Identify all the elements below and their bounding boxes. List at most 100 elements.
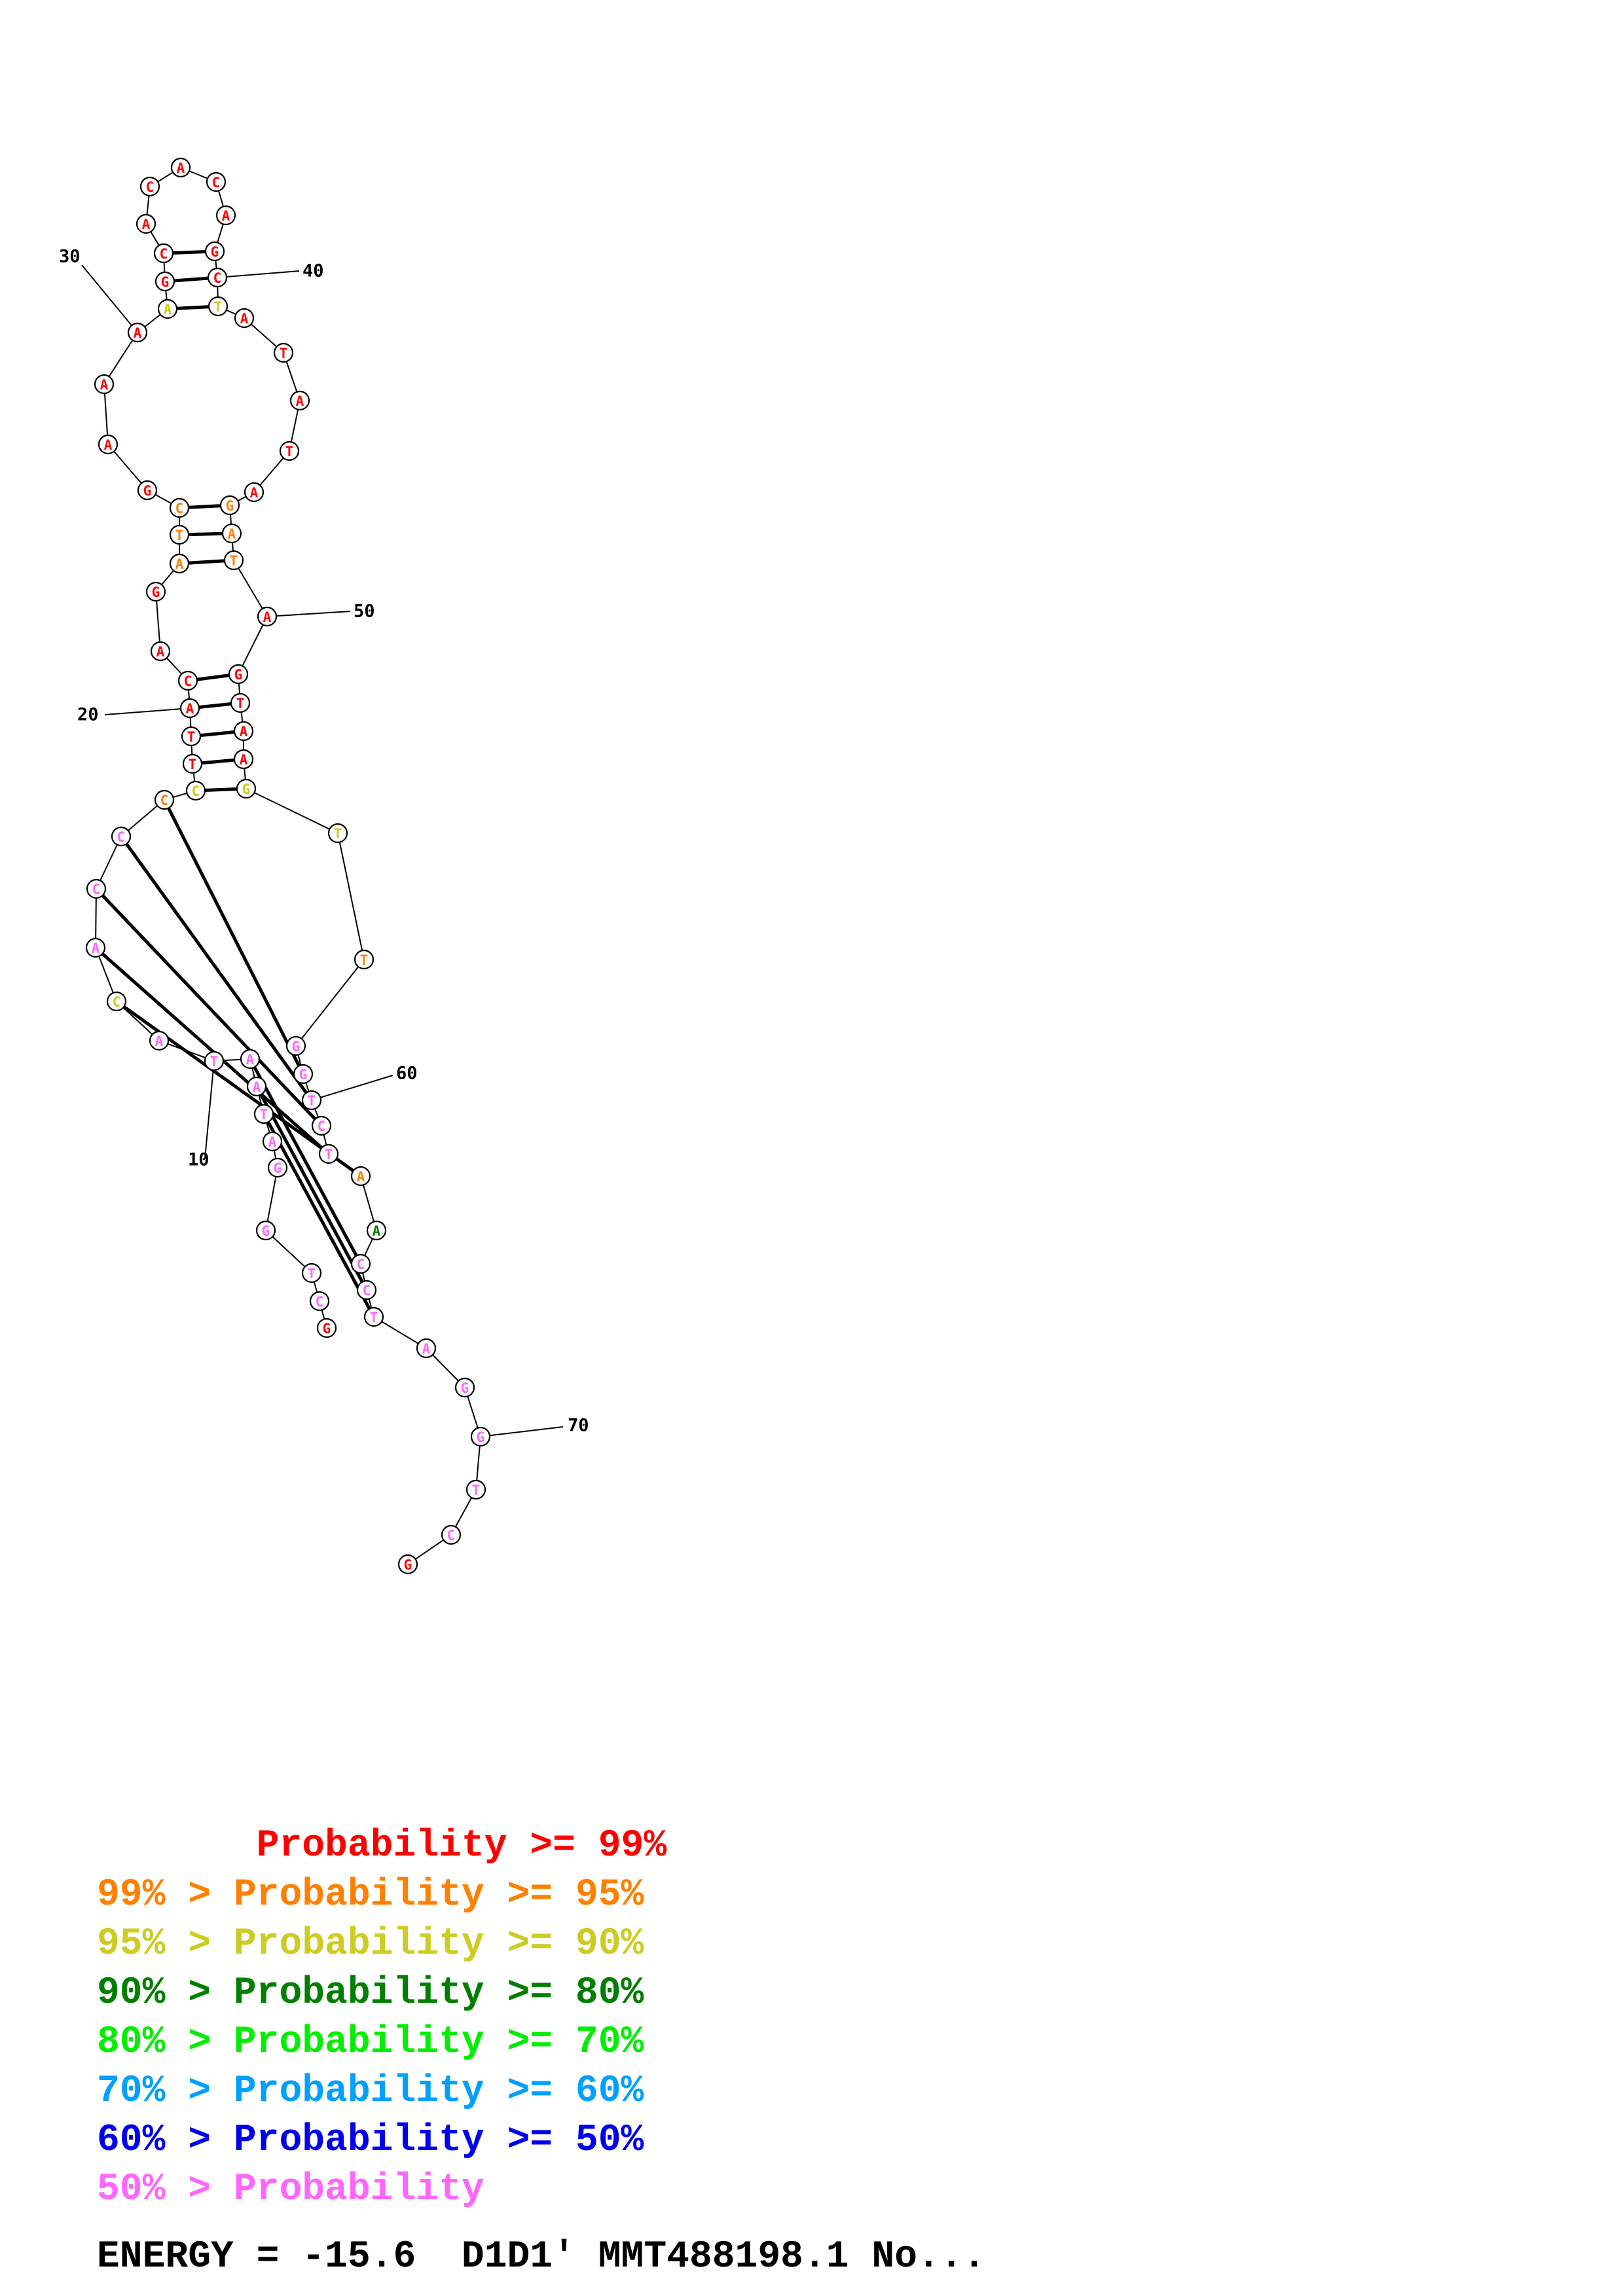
nucleotide-letter: G (292, 1039, 301, 1054)
nucleotide: T (354, 949, 374, 970)
nucleotide: C (350, 1253, 371, 1274)
nucleotide: G (228, 664, 249, 685)
nucleotide-letter: G (152, 584, 160, 600)
nucleotide-letter: A (104, 437, 113, 453)
nucleotide: C (86, 878, 107, 899)
index-label: 60 (396, 1064, 418, 1084)
nucleotide: A (350, 1166, 371, 1187)
nucleotide-letter: T (370, 1310, 378, 1325)
nucleotide-letter: C (363, 1283, 371, 1299)
backbone-segment (238, 616, 268, 675)
nucleotide-circle (356, 1280, 377, 1300)
nucleotide: C (207, 267, 228, 288)
nucleotide: G (470, 1426, 491, 1447)
nucleotide-letter: A (100, 377, 109, 393)
nucleotide: A (85, 937, 106, 958)
nucleotide-letter: C (146, 179, 155, 195)
nucleotide-letter: A (92, 941, 100, 956)
nucleotide-circle (267, 1157, 288, 1178)
nucleotide-circle (309, 1291, 330, 1312)
nucleotide-circle (293, 1064, 314, 1085)
nucleotide-letter: C (113, 994, 121, 1010)
index-label: 20 (77, 705, 99, 725)
nucleotide-circle (153, 243, 174, 264)
nucleotide: T (318, 1143, 339, 1164)
nucleotide-letter: T (334, 826, 342, 842)
nucleotide-letter: A (222, 208, 230, 224)
nucleotide-letter: G (323, 1321, 331, 1336)
backbone-segment (295, 959, 365, 1047)
nucleotide: A (150, 641, 171, 662)
nucleotide-circle (170, 157, 191, 178)
backbone-segment (265, 1230, 312, 1274)
nucleotide-circle (465, 1479, 486, 1500)
nucleotide-letter: A (175, 556, 184, 572)
nucleotide-circle (150, 641, 171, 662)
nucleotide-circle (470, 1426, 491, 1447)
nucleotide-circle (236, 778, 257, 799)
nucleotide: A (136, 213, 156, 234)
index-label: 50 (354, 601, 375, 622)
nucleotide-letter: T (325, 1147, 333, 1162)
nucleotide-circle (273, 342, 294, 363)
nucleotide-circle (204, 241, 225, 262)
nucleotide-letter: A (240, 311, 249, 327)
index-ticks: 10 20 30 40 50 60 70 (59, 247, 589, 1437)
nucleotide: A (416, 1338, 437, 1359)
legend-entry: 90% > Probability >= 80% (97, 1972, 644, 2015)
nucleotide-letter: T (472, 1482, 481, 1498)
nucleotide: G (236, 778, 257, 799)
nucleotide-circle (363, 1306, 384, 1327)
legend-entry: 60% > Probability >= 50% (97, 2119, 644, 2162)
probability-legend: Probability >= 99% 99% > Probability >= 9… (97, 1825, 666, 2211)
nucleotide: A (179, 698, 200, 719)
backbone-segment (233, 560, 268, 617)
nucleotide-letter: G (234, 667, 243, 683)
base-pair-line (95, 888, 323, 1127)
index-tick (266, 611, 351, 617)
nucleotide-letter: C (318, 1119, 326, 1134)
nucleotide-letter: A (164, 302, 172, 317)
nucleotide-circle (416, 1338, 437, 1359)
nucleotide-circle (233, 721, 254, 742)
nucleotide-circle (207, 267, 228, 288)
nucleotide: A (170, 157, 191, 178)
nucleotide-circle (228, 664, 249, 685)
index-tick (104, 708, 191, 715)
nucleotide-letter: A (263, 609, 272, 625)
nucleotide-letter: A (373, 1223, 381, 1239)
nucleotide-circle (255, 1220, 276, 1241)
nucleotide-circle (155, 271, 175, 292)
nucleotide-letter: T (214, 299, 223, 315)
nucleotide-letter: T (230, 553, 238, 569)
nucleotide-circle (219, 495, 240, 516)
nucleotide: A (366, 1220, 387, 1241)
nucleotide-letter: C (192, 783, 200, 799)
nucleotide-letter: G (404, 1557, 412, 1573)
nucleotide-circle (139, 176, 160, 197)
nucleotide-letter: G (477, 1429, 485, 1445)
nucleotide: T (230, 692, 251, 713)
nucleotide-letter: A (268, 1134, 277, 1150)
nucleotide-letter: A (155, 1033, 164, 1049)
nucleotide-letter: A (186, 701, 194, 717)
nucleotide-letter: T (360, 952, 369, 968)
nucleotide: A (221, 523, 242, 544)
nucleotide-letter: T (187, 729, 196, 745)
nucleotide-letter: T (175, 528, 184, 543)
nucleotide: A (244, 482, 264, 503)
nucleotide-circle (206, 171, 227, 192)
nucleotide-letter: G (242, 781, 251, 797)
backbone-segment (107, 444, 148, 491)
nucleotide: C (139, 176, 160, 197)
nucleotide-letter: C (175, 501, 184, 516)
nucleotide-letter: T (210, 1054, 219, 1069)
nucleotide-letter: C (117, 829, 126, 845)
nucleotide-circle (94, 374, 115, 395)
nucleotide-letter: A (357, 1169, 365, 1185)
backbone-segment (103, 384, 109, 445)
nucleotide-letter: T (236, 696, 245, 711)
legend-entry: 50% > Probability (97, 2168, 484, 2211)
nucleotide: C (309, 1291, 330, 1312)
nucleotide: T (204, 1050, 225, 1071)
